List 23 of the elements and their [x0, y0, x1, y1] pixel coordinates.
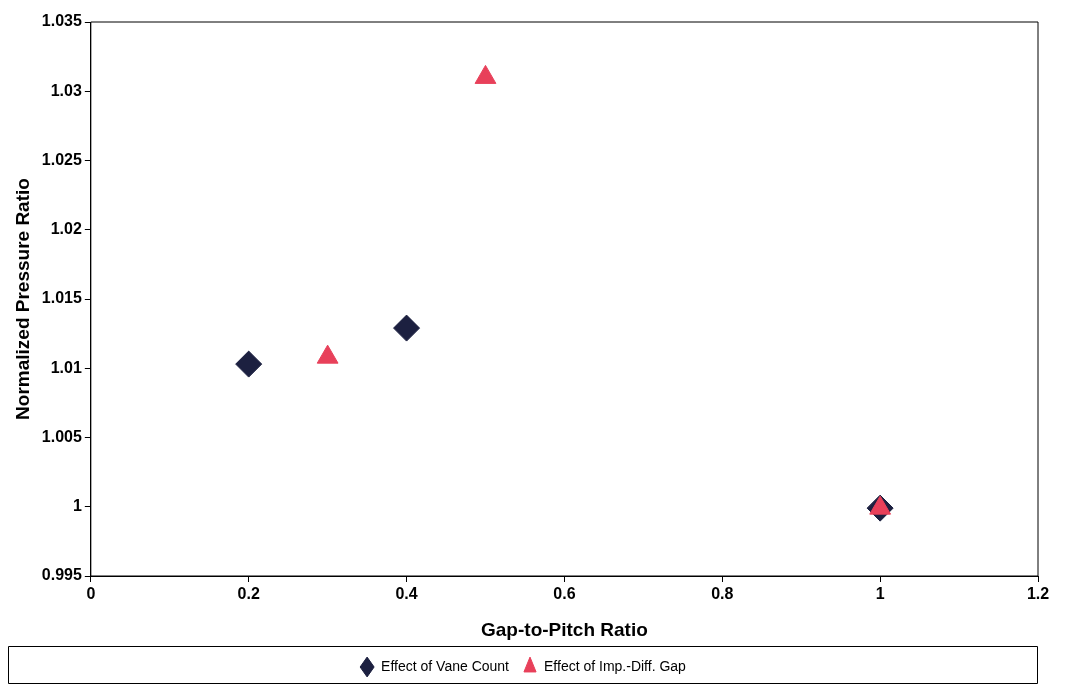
point: [474, 64, 497, 84]
y-tick-label: 1.025: [41, 150, 82, 168]
point: [393, 314, 421, 342]
x-tick-label: 0.8: [711, 585, 734, 603]
y-axis-title: Normalized Pressure Ratio: [11, 178, 33, 420]
y-tick-label: 1: [72, 497, 82, 515]
y-tick-label: 1.005: [41, 427, 82, 445]
point: [235, 350, 263, 378]
y-tick-label: 1.02: [50, 220, 82, 238]
x-tick-label: 0.6: [553, 585, 576, 603]
y-tick-label: 1.015: [41, 289, 82, 307]
y-tick-label: 1.01: [50, 358, 82, 376]
legend-label: Effect of Vane Count: [381, 657, 510, 674]
x-tick-label: 0.2: [237, 585, 260, 603]
x-tick-label: 1.2: [1026, 585, 1050, 603]
x-tick-label: 0: [86, 585, 96, 603]
y-tick-label: 1.035: [41, 12, 82, 30]
x-tick-label: 1: [875, 585, 885, 603]
x-tick-label: 0.4: [395, 585, 418, 603]
y-tick-label: 1.03: [50, 81, 82, 99]
y-tick-label: 0.995: [41, 566, 82, 584]
legend-label: Effect of Imp.-Diff. Gap: [544, 657, 687, 674]
x-axis-title: Gap-to-Pitch Ratio: [481, 618, 648, 640]
